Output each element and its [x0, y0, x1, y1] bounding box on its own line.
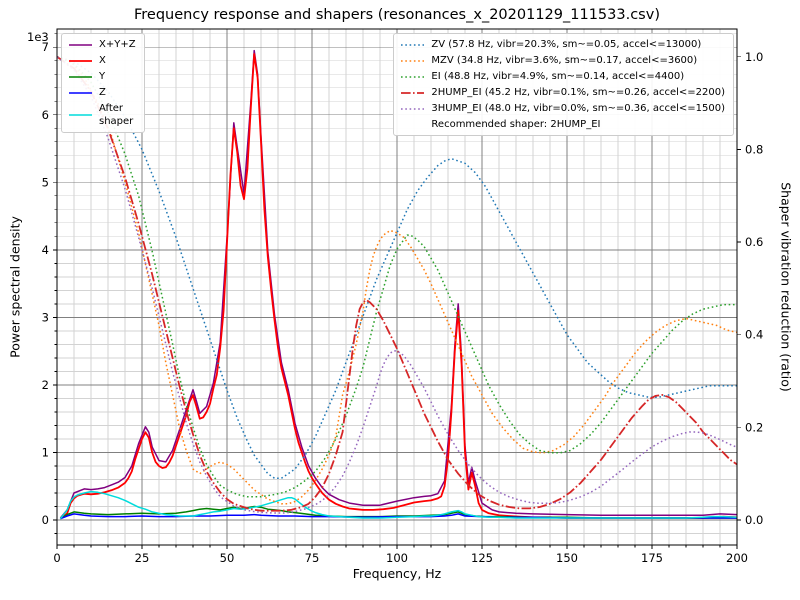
tick-marks: [53, 33, 741, 549]
tick-labels: 0 25 50 75 100 125 150 175 200 0 1 2 3 4 5 6 7 0.0 0.2 0.4 0…: [42, 40, 764, 565]
mzv-line-swatch: [400, 56, 425, 66]
y-right-tick-label: 0.0: [745, 513, 763, 527]
y-left-tick-label: 0: [42, 513, 49, 527]
legend-label: X+Y+Z: [99, 39, 136, 50]
legend-label: 3HUMP_EI (48.0 Hz, vibr=0.0%, sm~=0.36, …: [431, 103, 725, 114]
x-tick-label: 75: [305, 551, 320, 565]
legend-item: X+Y+Z: [68, 38, 136, 51]
y-left-tick-label: 1: [42, 445, 49, 459]
x-tick-label: 175: [641, 551, 663, 565]
series-2hump_ei: [56, 56, 738, 512]
series-mzv: [56, 56, 738, 505]
legend-item: Z: [68, 86, 136, 99]
ei-line-swatch: [400, 72, 425, 82]
y-left-tick-label: 5: [42, 175, 49, 189]
y-right-tick-label: 0.2: [745, 420, 763, 434]
y-axis-offset-text: 1e3: [27, 30, 49, 44]
y-right-tick-label: 0.6: [745, 235, 763, 249]
y-right-tick-label: 0.8: [745, 142, 763, 156]
x-axis-label: Frequency, Hz: [352, 566, 442, 581]
y-left-tick-label: 4: [42, 243, 49, 257]
legend-item: 3HUMP_EI (48.0 Hz, vibr=0.0%, sm~=0.36, …: [400, 102, 725, 115]
legend-item: ZV (57.8 Hz, vibr=20.3%, sm~=0.05, accel…: [400, 38, 725, 51]
legend-label: ZV (57.8 Hz, vibr=20.3%, sm~=0.05, accel…: [431, 39, 702, 50]
y-left-tick-label: 3: [42, 310, 49, 324]
x-tick-label: 200: [726, 551, 748, 565]
recommended-shaper-note: Recommended shaper: 2HUMP_EI: [400, 118, 725, 131]
y-right-tick-label: 1.0: [745, 50, 763, 64]
legend-label: X: [99, 55, 106, 66]
series-ei: [56, 56, 737, 498]
series-after_shaper: [59, 490, 738, 520]
3hump-ei-line-swatch: [400, 104, 425, 114]
legend-label: After shaper: [99, 103, 134, 127]
y-right-axis-label: Shaper vibration reduction (ratio): [778, 182, 794, 392]
legend-item: X: [68, 54, 136, 67]
y-left-tick-label: 6: [42, 108, 49, 122]
series-psd_xyz: [59, 49, 738, 519]
xyz-line-swatch: [68, 40, 93, 50]
legend-label: Z: [99, 87, 106, 98]
series-lines: [56, 49, 738, 520]
y-right-tick-label: 0.4: [745, 328, 763, 342]
legend-label: MZV (34.8 Hz, vibr=3.6%, sm~=0.17, accel…: [431, 55, 698, 66]
legend-label: 2HUMP_EI (45.2 Hz, vibr=0.1%, sm~=0.26, …: [431, 87, 725, 98]
x-tick-label: 150: [556, 551, 578, 565]
y-line-swatch: [68, 72, 93, 82]
legend-item: MZV (34.8 Hz, vibr=3.6%, sm~=0.17, accel…: [400, 54, 725, 67]
x-tick-label: 25: [135, 551, 150, 565]
legend-item: After shaper: [68, 102, 136, 128]
x-tick-label: 0: [53, 551, 60, 565]
x-tick-label: 100: [386, 551, 408, 565]
legend-item: Y: [68, 70, 136, 83]
after-shaper-line-swatch: [68, 110, 93, 120]
2hump-ei-line-swatch: [400, 88, 425, 98]
legend-label: Y: [99, 71, 106, 82]
empty-swatch: [400, 120, 425, 130]
x-tick-label: 125: [471, 551, 493, 565]
psd-legend: X+Y+Z X Y Z After shaper: [61, 33, 145, 133]
shaper-legend: ZV (57.8 Hz, vibr=20.3%, sm~=0.05, accel…: [393, 33, 734, 136]
y-left-tick-label: 2: [42, 378, 49, 392]
y-left-axis-label: Power spectral density: [7, 216, 23, 358]
legend-label: EI (48.8 Hz, vibr=4.9%, sm~=0.14, accel<…: [431, 71, 685, 82]
chart-title: Frequency response and shapers (resonanc…: [134, 7, 660, 23]
legend-label: Recommended shaper: 2HUMP_EI: [431, 119, 601, 130]
x-line-swatch: [68, 56, 93, 66]
x-tick-label: 50: [220, 551, 235, 565]
y-left-tick-label: 7: [42, 40, 49, 54]
legend-item: EI (48.8 Hz, vibr=4.9%, sm~=0.14, accel<…: [400, 70, 725, 83]
zv-line-swatch: [400, 40, 425, 50]
series-psd_x: [59, 53, 738, 520]
z-line-swatch: [68, 88, 93, 98]
legend-item: 2HUMP_EI (45.2 Hz, vibr=0.1%, sm~=0.26, …: [400, 86, 725, 99]
